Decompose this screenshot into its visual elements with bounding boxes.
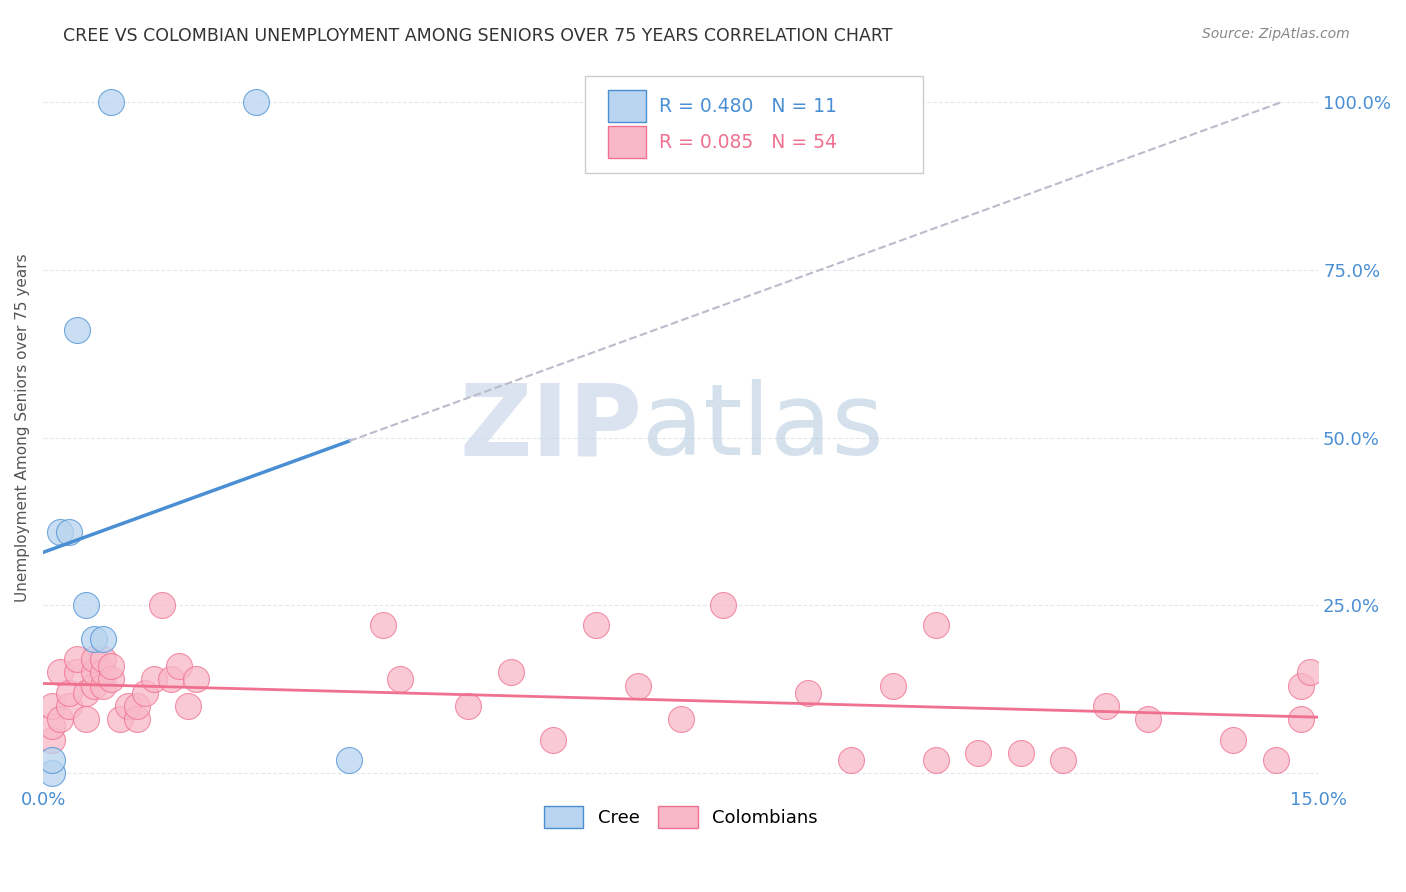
Point (100, 658, 122, 673)
Point (66, 665, 89, 680)
Point (100, 672, 122, 686)
Point (186, 672, 208, 686)
Point (66, 652, 89, 666)
Bar (607, 126, 647, 158)
Point (108, 712, 131, 726)
Text: R = 0.480   N = 11: R = 0.480 N = 11 (659, 97, 837, 116)
Point (83, 665, 105, 680)
Point (839, 753, 862, 767)
Text: CREE VS COLOMBIAN UNEMPLOYMENT AMONG SENIORS OVER 75 YEARS CORRELATION CHART: CREE VS COLOMBIAN UNEMPLOYMENT AMONG SEN… (63, 27, 893, 45)
Point (66, 323, 89, 337)
Point (41, 753, 63, 767)
Point (1289, 679, 1312, 693)
Point (58, 685, 80, 699)
Point (117, 698, 139, 713)
Point (389, 672, 412, 686)
Point (125, 698, 148, 713)
Point (91, 632, 114, 646)
Point (142, 672, 165, 686)
Text: R = 0.085   N = 54: R = 0.085 N = 54 (659, 133, 837, 152)
Point (797, 685, 820, 699)
Point (1289, 712, 1312, 726)
Point (100, 95, 122, 109)
Point (245, 95, 267, 109)
Text: Source: ZipAtlas.com: Source: ZipAtlas.com (1202, 27, 1350, 41)
Point (669, 712, 692, 726)
Point (1298, 665, 1320, 680)
Point (1010, 746, 1032, 760)
Point (125, 712, 148, 726)
Point (1137, 712, 1160, 726)
Legend: Cree, Colombians: Cree, Colombians (537, 798, 825, 835)
Point (41, 766, 63, 780)
Text: atlas: atlas (643, 379, 884, 476)
Point (337, 753, 360, 767)
Point (159, 672, 181, 686)
Point (83, 632, 105, 646)
Point (91, 652, 114, 666)
Point (83, 652, 105, 666)
Point (585, 618, 607, 632)
Point (176, 698, 198, 713)
Point (499, 665, 522, 680)
Point (967, 746, 990, 760)
Point (134, 685, 156, 699)
Point (457, 698, 479, 713)
Point (91, 665, 114, 680)
Point (58, 698, 80, 713)
Point (167, 658, 190, 673)
Bar (607, 90, 647, 122)
Point (1094, 698, 1116, 713)
Point (75, 712, 97, 726)
Point (1222, 732, 1244, 747)
Point (49, 665, 72, 680)
Point (91, 679, 114, 693)
Point (1264, 753, 1286, 767)
Point (75, 685, 97, 699)
FancyBboxPatch shape (585, 76, 922, 173)
Point (41, 719, 63, 733)
Point (541, 732, 564, 747)
Point (1052, 753, 1074, 767)
Point (49, 712, 72, 726)
Point (882, 679, 904, 693)
Point (924, 753, 946, 767)
Point (49, 524, 72, 539)
Point (627, 679, 650, 693)
Point (41, 732, 63, 747)
Point (75, 599, 97, 613)
Point (373, 618, 395, 632)
Point (83, 679, 105, 693)
Point (41, 698, 63, 713)
Text: ZIP: ZIP (460, 379, 643, 476)
Point (58, 524, 80, 539)
Y-axis label: Unemployment Among Seniors over 75 years: Unemployment Among Seniors over 75 years (15, 253, 30, 602)
Point (711, 599, 734, 613)
Point (150, 599, 173, 613)
Point (924, 618, 946, 632)
